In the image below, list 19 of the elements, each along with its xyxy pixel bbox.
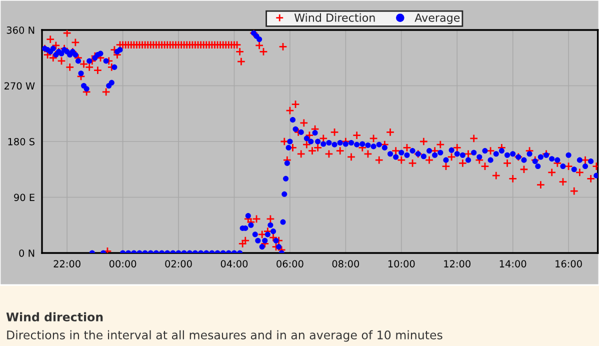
- x-tick-label: 04:00: [220, 260, 248, 268]
- x-tick-label: 12:00: [444, 260, 470, 268]
- legend-label: Average: [414, 14, 460, 24]
- text: Wind direction: [6, 312, 103, 322]
- x-tick-label: 14:00: [500, 260, 526, 268]
- x-tick-label: 10:00: [388, 260, 415, 268]
- x-tick-label: 02:00: [165, 260, 192, 268]
- x-tick-label: 22:00: [54, 260, 80, 268]
- x-tick-label: 08:00: [332, 260, 360, 268]
- y-tick-label: 270 W: [4, 82, 35, 90]
- x-tick-label: 06:00: [276, 260, 304, 268]
- x-tick-label: 00:00: [109, 260, 136, 268]
- text: Directions in the interval at all mesaures and in an average of 10 minutes: [7, 330, 442, 342]
- y-tick-label: 90 E: [14, 194, 34, 202]
- x-tick-label: 16:00: [556, 260, 582, 268]
- legend-label: Wind Direction: [294, 13, 375, 22]
- y-tick-label: 360 N: [6, 26, 34, 34]
- y-tick-label: 0 N: [19, 249, 34, 257]
- y-tick-label: 180 S: [8, 138, 35, 146]
